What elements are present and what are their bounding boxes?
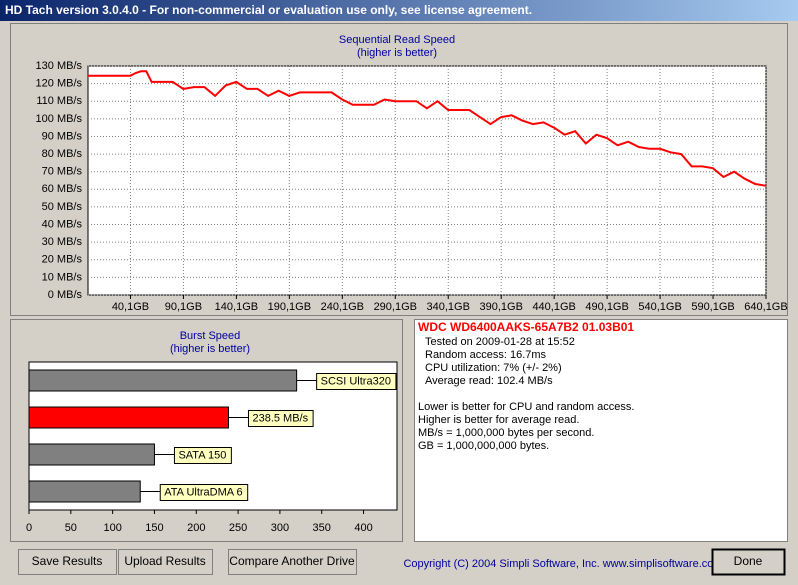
x-tick-label: 200 [187,522,205,534]
x-tick-label: 100 [103,522,121,534]
y-tick-label: 70 MB/s [42,166,83,178]
button[interactable] [18,549,117,575]
y-tick-label: 0 MB/s [48,289,83,301]
info-detail: CPU utilization: 7% (+/- 2%) [425,362,562,374]
button[interactable] [228,549,357,575]
y-tick-label: 100 MB/s [36,113,83,125]
bar-label-box [316,373,397,390]
x-tick-label: 0 [26,522,32,534]
y-tick-label: 120 MB/s [36,78,83,90]
bar [28,480,141,503]
title-bar [0,0,798,21]
bar-label-box [247,410,314,427]
x-tick-label: 440,1GB [532,301,575,313]
button-label[interactable]: Upload Results [124,554,205,568]
x-tick-label: 90,1GB [165,301,202,313]
chart-subtitle: (higher is better) [357,47,437,59]
bar [28,406,229,429]
bar [28,443,155,466]
x-tick-label: 340,1GB [427,301,470,313]
x-tick-label: 250 [229,522,247,534]
x-tick-label: 240,1GB [321,301,364,313]
bar-label-box [159,484,249,501]
button-label[interactable]: Done [734,554,763,568]
y-tick-label: 130 MB/s [36,60,83,72]
info-note: MB/s = 1,000,000 bytes per second. [418,427,594,439]
y-tick-label: 80 MB/s [42,148,83,160]
bar-label: SCSI Ultra320 [321,375,391,387]
button[interactable] [711,548,786,576]
info-detail: Tested on 2009-01-28 at 15:52 [425,336,575,348]
y-tick-label: 40 MB/s [42,218,83,230]
x-tick-label: 190,1GB [268,301,311,313]
x-tick-label: 300 [271,522,289,534]
bar-label: SATA 150 [178,449,226,461]
y-tick-label: 50 MB/s [42,201,83,213]
y-tick-label: 10 MB/s [42,271,83,283]
drive-name: WDC WD6400AAKS-65A7B2 01.03B01 [418,320,634,334]
copyright: Copyright (C) 2004 Simpli Software, Inc.… [403,558,722,570]
x-tick-label: 50 [65,522,77,534]
info-detail: Random access: 16.7ms [425,349,547,361]
info-detail: Average read: 102.4 MB/s [425,375,553,387]
x-tick-label: 490,1GB [585,301,628,313]
y-tick-label: 90 MB/s [42,130,83,142]
y-tick-label: 60 MB/s [42,183,83,195]
x-tick-label: 540,1GB [638,301,681,313]
x-tick-label: 400 [354,522,372,534]
plot-area [87,65,767,296]
bar [28,369,298,392]
info-note: GB = 1,000,000,000 bytes. [418,440,549,452]
y-tick-label: 30 MB/s [42,236,83,248]
chart-title: Burst Speed [180,330,241,342]
button-label[interactable]: Compare Another Drive [229,554,355,568]
x-tick-label: 350 [313,522,331,534]
read-line [88,70,767,187]
y-tick-label: 110 MB/s [36,95,82,107]
x-tick-label: 140,1GB [215,301,258,313]
info-note: Lower is better for CPU and random acces… [418,401,634,413]
chart-title: Sequential Read Speed [339,34,455,46]
chart-subtitle: (higher is better) [170,343,250,355]
x-tick-label: 640,1GB [744,301,787,313]
button[interactable] [118,549,213,575]
x-tick-label: 290,1GB [374,301,417,313]
bar-label: 238.5 MB/s [252,412,308,424]
x-tick-label: 590,1GB [691,301,734,313]
x-tick-label: 150 [145,522,163,534]
info-panel [414,319,788,542]
info-note: Higher is better for average read. [418,414,579,426]
x-tick-label: 40,1GB [112,301,149,313]
bar-label: ATA UltraDMA 6 [164,486,242,498]
window-title: HD Tach version 3.0.4.0 - For non-commer… [5,3,532,17]
bar-label-box [173,447,232,464]
button-label[interactable]: Save Results [32,554,103,568]
y-tick-label: 20 MB/s [42,254,83,266]
x-tick-label: 390,1GB [479,301,522,313]
